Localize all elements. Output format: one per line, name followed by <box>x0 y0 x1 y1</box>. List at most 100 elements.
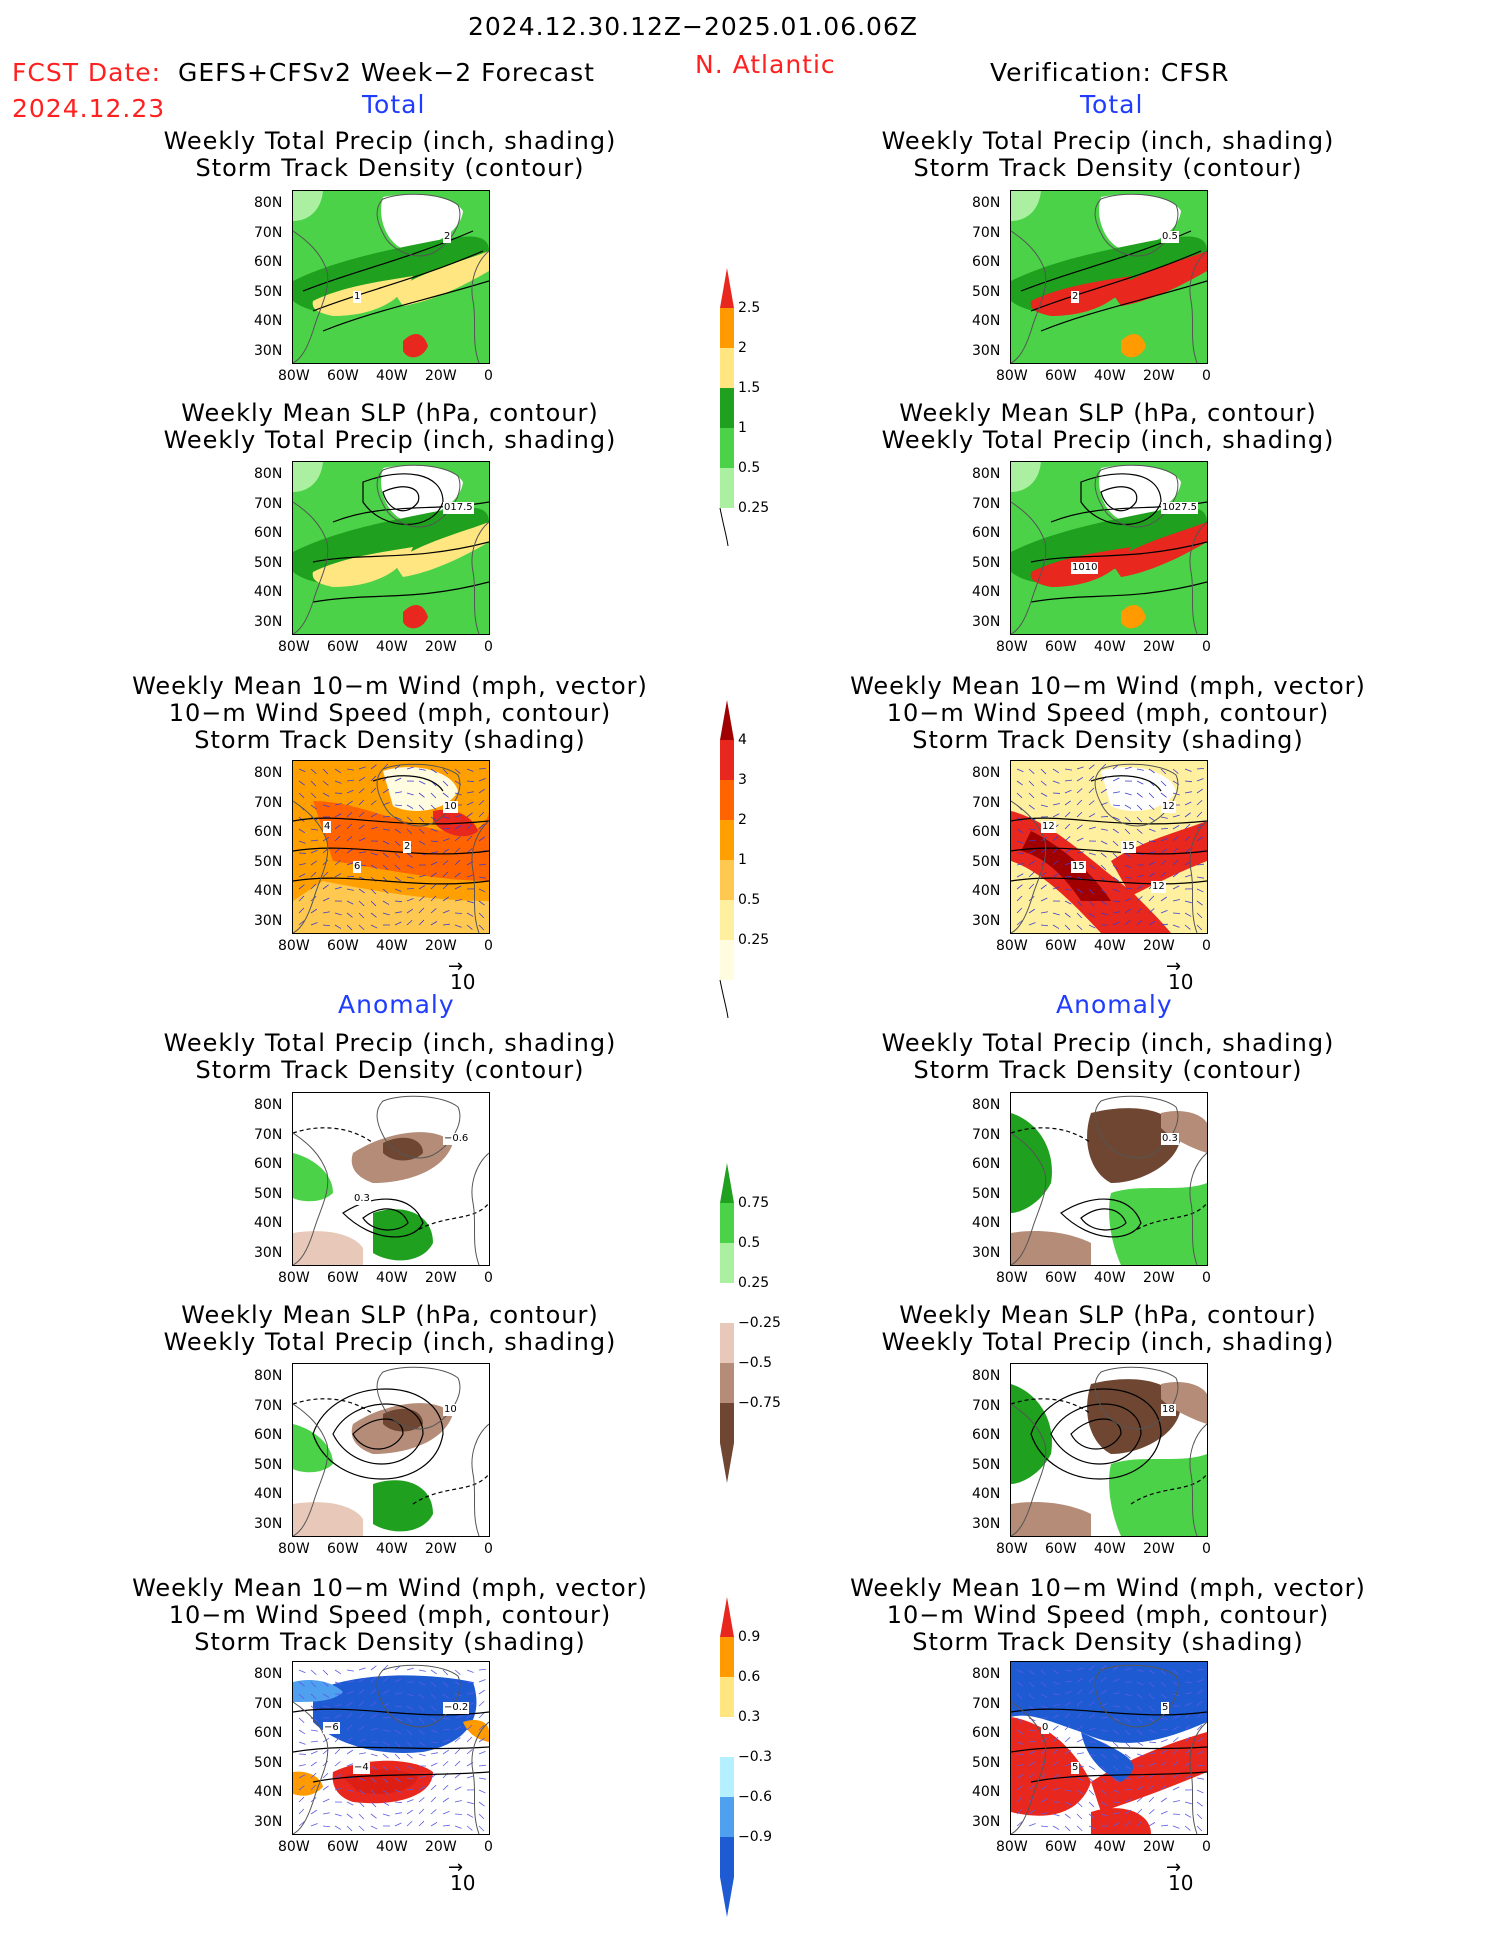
forecast-map-sa: 10 <box>292 1363 490 1537</box>
lon-tick-label: 20W <box>425 639 457 655</box>
colorbar-label: 0.5 <box>738 460 760 476</box>
lon-tick-label: 0 <box>484 1839 493 1855</box>
lat-tick-label: 60N <box>972 1156 1000 1172</box>
map-field <box>293 1364 489 1536</box>
lat-tick-label: 50N <box>254 1755 282 1771</box>
lat-tick-label: 80N <box>972 195 1000 211</box>
contour-label: 2 <box>403 841 411 853</box>
lat-tick-label: 40N <box>254 313 282 329</box>
lon-tick-label: 60W <box>1045 1541 1077 1557</box>
lon-tick-label: 20W <box>1143 1270 1175 1286</box>
lat-tick-label: 60N <box>972 1725 1000 1741</box>
panel-title-line: Weekly Mean 10−m Wind (mph, vector) <box>808 1575 1408 1602</box>
lat-tick-label: 70N <box>254 496 282 512</box>
lon-tick-label: 80W <box>996 368 1028 384</box>
colorbar-label: −0.9 <box>738 1829 772 1845</box>
contour-label: 0.3 <box>353 1193 371 1205</box>
lat-tick-label: 70N <box>254 225 282 241</box>
contour-label: −4 <box>353 1762 370 1774</box>
panel-title: Weekly Mean 10−m Wind (mph, vector)10−m … <box>808 1575 1408 1656</box>
colorbar-label: 2 <box>738 340 747 356</box>
lat-tick-label: 80N <box>972 1666 1000 1682</box>
panel-title-line: Weekly Mean 10−m Wind (mph, vector) <box>90 1575 690 1602</box>
lon-tick-label: 80W <box>996 1541 1028 1557</box>
lat-tick-label: 70N <box>972 496 1000 512</box>
lon-tick-label: 20W <box>1143 639 1175 655</box>
colorbar-label: −0.3 <box>738 1749 772 1765</box>
panel-title-line: Weekly Mean SLP (hPa, contour) <box>90 400 690 427</box>
lat-tick-label: 30N <box>254 1245 282 1261</box>
lon-tick-label: 80W <box>278 639 310 655</box>
map-field <box>1011 1364 1207 1536</box>
lat-tick-label: 40N <box>972 883 1000 899</box>
colorbar-label: 4 <box>738 732 747 748</box>
map-field <box>1011 1662 1207 1834</box>
contour-label: 4 <box>323 821 331 833</box>
colorbar-label: −0.25 <box>738 1315 781 1331</box>
lat-tick-label: 70N <box>254 1696 282 1712</box>
panel-title-line: Storm Track Density (contour) <box>808 1057 1408 1084</box>
panel-title-line: Storm Track Density (contour) <box>90 1057 690 1084</box>
lat-tick-label: 80N <box>972 765 1000 781</box>
verification-map-sa: 18 <box>1010 1363 1208 1537</box>
section-total-forecast: Total <box>362 90 425 119</box>
lat-tick-label: 70N <box>972 225 1000 241</box>
lon-tick-label: 40W <box>1094 1839 1126 1855</box>
section-anomaly-forecast: Anomaly <box>338 990 455 1019</box>
lon-tick-label: 20W <box>1143 368 1175 384</box>
lon-tick-label: 60W <box>1045 938 1077 954</box>
lon-tick-label: 60W <box>327 1839 359 1855</box>
lon-tick-label: 40W <box>376 639 408 655</box>
lat-tick-label: 40N <box>254 1784 282 1800</box>
lat-tick-label: 50N <box>972 1186 1000 1202</box>
lon-tick-label: 20W <box>1143 1541 1175 1557</box>
vector-reference-label: 10 <box>1168 1871 1193 1895</box>
forecast-map-s: 017.5 <box>292 461 490 635</box>
lat-tick-label: 60N <box>972 254 1000 270</box>
lat-tick-label: 40N <box>972 313 1000 329</box>
lon-tick-label: 60W <box>1045 1270 1077 1286</box>
panel-title: Weekly Mean SLP (hPa, contour)Weekly Tot… <box>808 400 1408 454</box>
vector-reference-label: 10 <box>450 970 475 994</box>
lat-tick-label: 70N <box>972 1398 1000 1414</box>
lon-tick-label: 20W <box>425 1541 457 1557</box>
map-field <box>1011 1093 1207 1265</box>
lon-tick-label: 80W <box>996 639 1028 655</box>
contour-label: −0.2 <box>443 1702 469 1714</box>
colorbar-label: 2 <box>738 812 747 828</box>
panel-title-line: Storm Track Density (contour) <box>90 155 690 182</box>
lat-tick-label: 30N <box>972 343 1000 359</box>
contour-label: 15 <box>1121 841 1136 853</box>
contour-label: 0 <box>1041 1722 1049 1734</box>
lon-tick-label: 80W <box>996 1270 1028 1286</box>
lat-tick-label: 80N <box>972 466 1000 482</box>
lon-tick-label: 40W <box>1094 368 1126 384</box>
verification-map-pa: 0.3 <box>1010 1092 1208 1266</box>
lat-tick-label: 60N <box>972 1427 1000 1443</box>
panel-title: Weekly Total Precip (inch, shading)Storm… <box>808 1030 1408 1084</box>
lat-tick-label: 60N <box>254 1427 282 1443</box>
fcst-date-value: 2024.12.23 <box>12 94 165 123</box>
panel-title-line: Weekly Total Precip (inch, shading) <box>90 427 690 454</box>
map-field <box>293 1662 489 1834</box>
contour-label: 1027.5 <box>1161 502 1198 514</box>
lat-tick-label: 30N <box>972 1245 1000 1261</box>
lat-tick-label: 80N <box>254 1368 282 1384</box>
lon-tick-label: 0 <box>484 639 493 655</box>
panel-title-line: Weekly Total Precip (inch, shading) <box>808 427 1408 454</box>
lat-tick-label: 60N <box>254 525 282 541</box>
lon-tick-label: 60W <box>1045 1839 1077 1855</box>
panel-title: Weekly Total Precip (inch, shading)Storm… <box>808 128 1408 182</box>
lat-tick-label: 60N <box>972 824 1000 840</box>
lon-tick-label: 60W <box>327 368 359 384</box>
lon-tick-label: 40W <box>1094 1270 1126 1286</box>
lon-tick-label: 20W <box>1143 938 1175 954</box>
lon-tick-label: 0 <box>484 368 493 384</box>
